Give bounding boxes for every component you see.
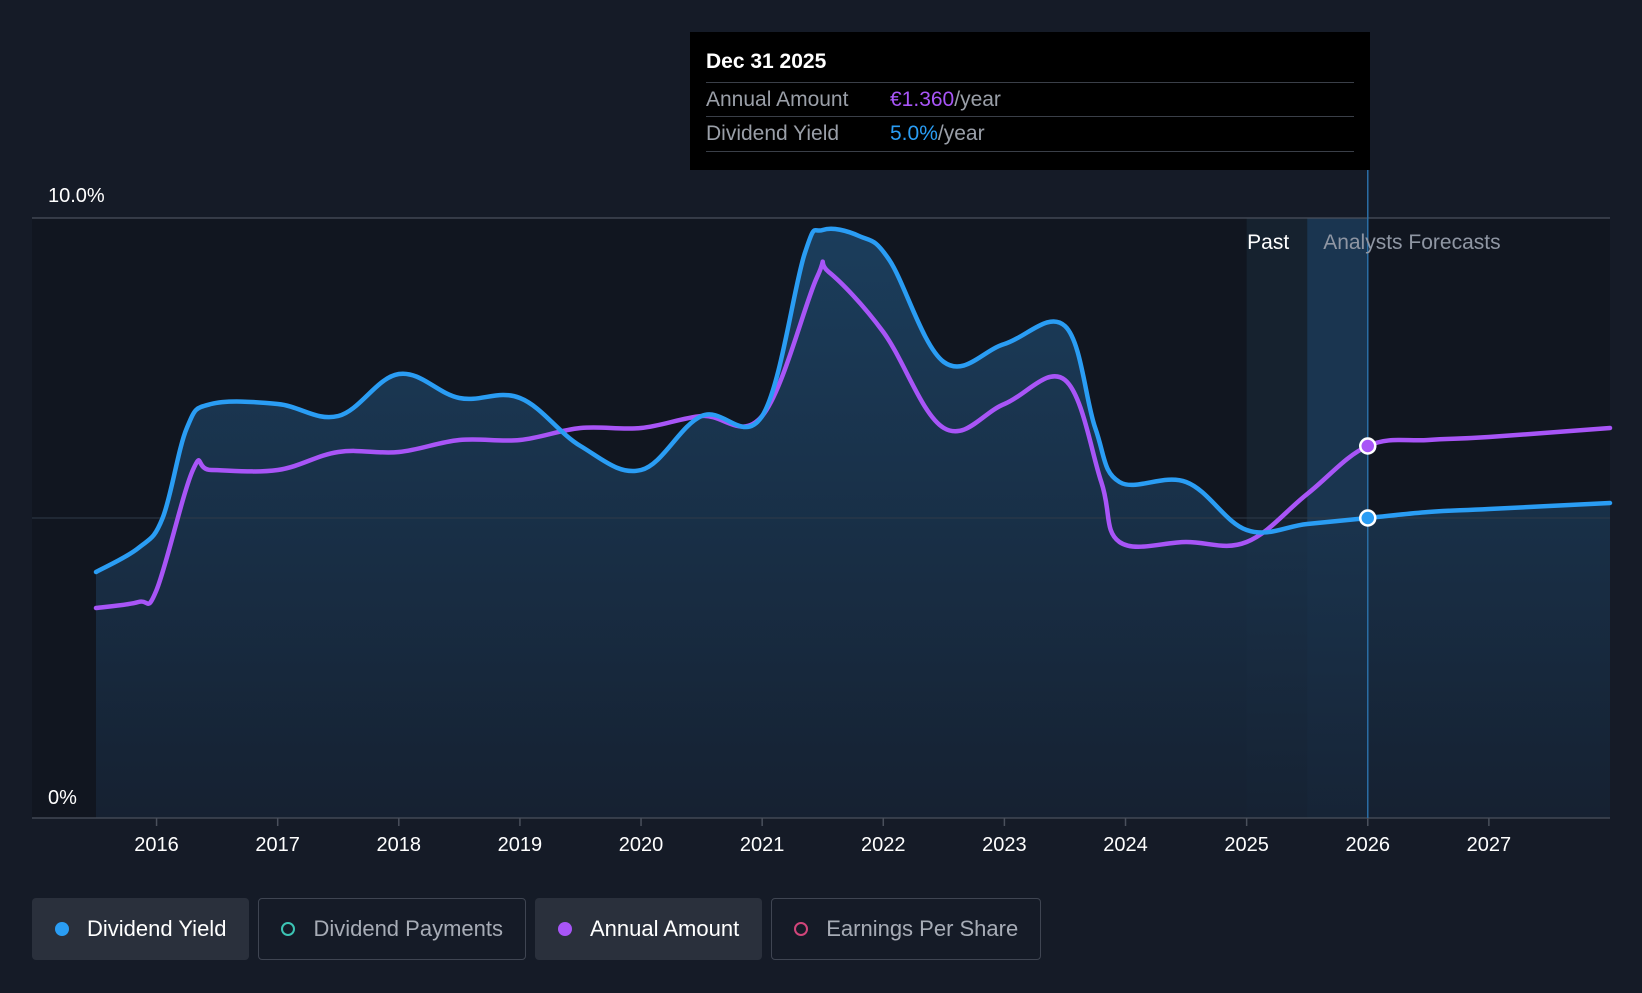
x-tick-label: 2024 <box>1103 834 1148 856</box>
legend-dot-icon <box>55 922 69 936</box>
x-tick-label: 2022 <box>861 834 906 856</box>
tooltip-value: 5.0% <box>890 122 938 145</box>
tooltip-label: Annual Amount <box>706 88 849 111</box>
tooltip-value-wrap: 5.0%/year <box>890 117 985 151</box>
x-tick-label: 2018 <box>377 834 422 856</box>
y-tick-label: 10.0% <box>48 185 105 207</box>
x-tick-label: 2019 <box>498 834 543 856</box>
tooltip-value-wrap: €1.360/year <box>890 83 1001 117</box>
hover-point <box>1359 509 1377 527</box>
tooltip-row-dividend-yield: Dividend Yield 5.0%/year <box>706 116 1354 152</box>
legend-earnings-per-share-button[interactable]: Earnings Per Share <box>771 898 1042 960</box>
legend-dividend-payments-button[interactable]: Dividend Payments <box>258 898 526 960</box>
x-tick-label: 2017 <box>255 834 300 856</box>
y-tick-label: 0% <box>48 787 77 809</box>
x-tick-label: 2026 <box>1346 834 1391 856</box>
dividend-yield-line <box>93 226 1613 575</box>
legend-label: Dividend Yield <box>87 916 227 941</box>
past-label: Past <box>1247 231 1289 254</box>
tooltip-label: Dividend Yield <box>706 122 840 145</box>
tooltip-date: Dec 31 2025 <box>706 50 827 73</box>
legend-label: Earnings Per Share <box>826 916 1019 941</box>
dividend-yield-area <box>96 228 1610 818</box>
legend-dot-icon <box>794 922 809 936</box>
tooltip-unit: /year <box>937 122 985 145</box>
legend-label: Dividend Payments <box>313 916 503 941</box>
tooltip-value: €1.360 <box>890 88 955 111</box>
forecast-label: Analysts Forecasts <box>1323 231 1500 254</box>
tooltip-unit: /year <box>954 88 1001 111</box>
legend-label: Annual Amount <box>589 916 740 941</box>
legend-dividend-yield-button[interactable]: Dividend Yield <box>32 898 250 960</box>
legend-dot-icon <box>557 922 572 936</box>
legend-dot-icon <box>281 922 296 936</box>
x-tick-label: 2016 <box>134 834 179 856</box>
x-tick-label: 2021 <box>740 834 785 856</box>
tooltip-row-annual-amount: Annual Amount €1.360/year <box>706 82 1354 117</box>
x-tick-label: 2027 <box>1467 834 1512 856</box>
chart-tooltip: Dec 31 2025 Annual Amount €1.360/year Di… <box>690 32 1370 170</box>
x-tick-label: 2023 <box>982 834 1027 856</box>
x-tick-label: 2020 <box>619 834 664 856</box>
x-tick-label: 2025 <box>1224 834 1269 856</box>
legend-annual-amount-button[interactable]: Annual Amount <box>534 898 763 960</box>
hover-point <box>1359 437 1377 455</box>
legend: Dividend Yield Dividend Payments Annual … <box>32 898 1042 962</box>
